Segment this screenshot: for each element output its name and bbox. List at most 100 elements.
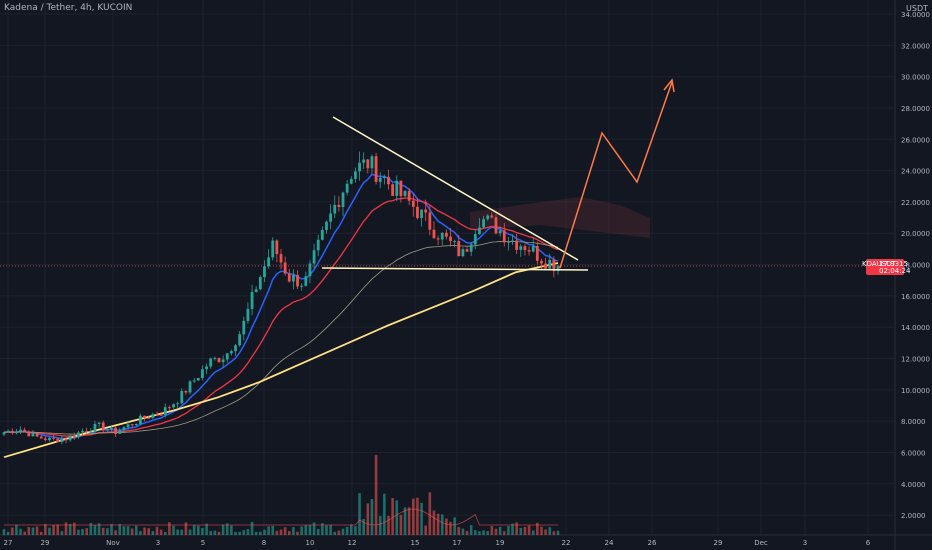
candle-body — [449, 236, 452, 242]
volume-bar — [31, 527, 35, 535]
volume-bar — [64, 522, 68, 535]
candle-body — [395, 180, 399, 196]
volume-bar — [536, 522, 539, 535]
candle-body — [502, 230, 506, 243]
x-tick-label: 26 — [648, 539, 657, 547]
candle-body — [134, 423, 138, 426]
volume-bar — [316, 528, 320, 535]
candle-body — [31, 432, 35, 437]
candle-body — [407, 191, 411, 201]
volume-bar — [540, 526, 543, 535]
volume-bar — [143, 527, 146, 535]
candle-body — [126, 424, 130, 428]
volume-bar — [498, 526, 502, 535]
candle-body — [362, 159, 366, 163]
currency-label: USDT — [906, 4, 928, 13]
volume-bar — [93, 525, 97, 535]
candle-body — [420, 209, 423, 218]
volume-bar — [283, 527, 287, 535]
candle-body — [296, 274, 299, 287]
candle-body — [89, 431, 93, 433]
volume-bar — [296, 531, 299, 535]
volume-bar — [378, 516, 382, 535]
volume-bar — [168, 522, 171, 535]
x-tick-label: 29 — [714, 539, 723, 547]
candle-body — [10, 430, 14, 434]
volume-bar — [172, 525, 175, 535]
volume-bar — [110, 524, 113, 535]
candle-body — [159, 414, 163, 416]
candle-body — [105, 429, 109, 431]
volume-bar — [304, 524, 308, 535]
candle-body — [39, 436, 43, 439]
y-tick-label: 4.0000 — [901, 481, 926, 489]
y-tick-label: 30.0000 — [901, 74, 930, 82]
volume-bar — [465, 530, 469, 535]
candle-body — [201, 369, 204, 378]
candle-body — [275, 240, 279, 255]
volume-bar — [395, 500, 399, 535]
x-tick-label: 5 — [201, 539, 205, 547]
candle-body — [337, 204, 341, 207]
y-tick-label: 20.0000 — [901, 230, 930, 238]
volume-bar — [242, 530, 246, 535]
candle-body — [498, 230, 502, 234]
volume-bar — [519, 527, 523, 535]
candle-body — [27, 431, 31, 437]
candle-body — [511, 240, 514, 242]
candle-body — [205, 366, 208, 370]
candle-body — [387, 177, 390, 185]
volume-bar — [246, 529, 250, 535]
volume-bar — [60, 531, 64, 535]
projection-arrowhead — [663, 78, 675, 93]
candle-body — [506, 241, 510, 243]
volume-bar — [428, 492, 432, 535]
candle-body — [101, 422, 105, 431]
candle-body — [60, 438, 64, 443]
y-tick-label: 16.0000 — [901, 293, 930, 301]
candle-body — [151, 414, 155, 418]
volume-bar — [531, 530, 535, 535]
candle-body — [320, 229, 324, 240]
volume-bar — [151, 531, 155, 535]
candle-body — [453, 241, 457, 243]
volume-bar — [101, 527, 105, 535]
volume-bar — [147, 528, 151, 535]
volume-bar — [238, 531, 241, 535]
candle-body — [374, 156, 378, 182]
volume-bar — [449, 521, 452, 535]
x-tick-label: 15 — [411, 539, 420, 547]
volume-bar — [358, 493, 361, 535]
x-tick-label: 24 — [605, 539, 614, 547]
candle-body — [308, 263, 312, 277]
volume-bar — [176, 529, 179, 535]
volume-bar — [329, 524, 332, 535]
candle-body — [444, 232, 448, 237]
volume-bar — [416, 497, 419, 535]
volume-bar — [39, 531, 43, 535]
last-price-symbol: KDAUSDT — [862, 260, 896, 268]
candle-body — [370, 156, 374, 169]
volume-bar — [180, 529, 184, 535]
candle-body — [64, 438, 68, 441]
volume-bar — [403, 507, 407, 535]
candle-body — [93, 423, 97, 432]
volume-bar — [126, 526, 130, 535]
volume-bar — [139, 531, 142, 535]
volume-bar — [486, 531, 490, 535]
volume-bar — [527, 525, 531, 535]
candle-body — [494, 217, 498, 234]
volume-bar — [15, 524, 18, 535]
candle-body — [2, 432, 6, 435]
volume-bar — [453, 517, 456, 535]
x-tick-label: 8 — [262, 539, 266, 547]
volume-bar — [85, 528, 88, 535]
candle-body — [478, 227, 481, 235]
x-tick-label: 29 — [41, 539, 50, 547]
volume-bar — [130, 528, 134, 535]
candle-body — [35, 432, 39, 437]
x-tick-label: 3 — [803, 539, 807, 547]
volume-bar — [325, 525, 328, 535]
candle-body — [6, 430, 10, 433]
